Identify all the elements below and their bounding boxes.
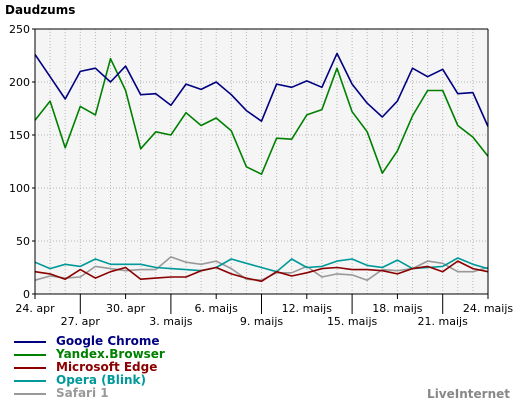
y-tick-label: 150 bbox=[9, 129, 30, 142]
x-tick-label: 30. apr bbox=[106, 302, 146, 315]
y-tick-label: 200 bbox=[9, 76, 30, 89]
legend-label: Yandex.Browser bbox=[56, 347, 165, 361]
legend-swatch bbox=[14, 380, 46, 382]
x-tick-label: 21. maijs bbox=[418, 315, 469, 328]
legend-swatch bbox=[14, 354, 46, 356]
series-line-google-chrome bbox=[34, 52, 489, 127]
x-tick-label: 27. apr bbox=[61, 315, 101, 328]
x-tick-label: 3. maijs bbox=[149, 315, 193, 328]
series-line-yandex-browser bbox=[34, 57, 489, 175]
series-line-microsoft-edge bbox=[34, 260, 489, 283]
legend-label: Opera (Blink) bbox=[56, 373, 146, 387]
y-tick-label: 250 bbox=[9, 23, 30, 36]
y-tick-label: 0 bbox=[23, 288, 30, 301]
legend-label: Google Chrome bbox=[56, 334, 160, 348]
x-tick-label: 12. maijs bbox=[282, 302, 333, 315]
legend-swatch bbox=[14, 367, 46, 369]
series-lines bbox=[34, 52, 489, 283]
legend-swatch bbox=[14, 341, 46, 343]
y-tick-label: 100 bbox=[9, 182, 30, 195]
legend-label: Safari 1 bbox=[56, 386, 109, 400]
y-tick-label: 50 bbox=[16, 235, 30, 248]
x-tick-label: 18. maijs bbox=[372, 302, 423, 315]
x-tick-label: 24. apr bbox=[15, 302, 55, 315]
x-tick-label: 9. maijs bbox=[240, 315, 284, 328]
x-tick-label: 15. maijs bbox=[327, 315, 378, 328]
x-tick-label: 24. maijs bbox=[463, 302, 514, 315]
chart-title: Daudzums bbox=[5, 3, 75, 17]
x-tick-label: 6. maijs bbox=[195, 302, 239, 315]
legend-swatch bbox=[14, 393, 46, 395]
credit-label: LiveInternet bbox=[427, 387, 510, 401]
legend-label: Microsoft Edge bbox=[56, 360, 158, 374]
